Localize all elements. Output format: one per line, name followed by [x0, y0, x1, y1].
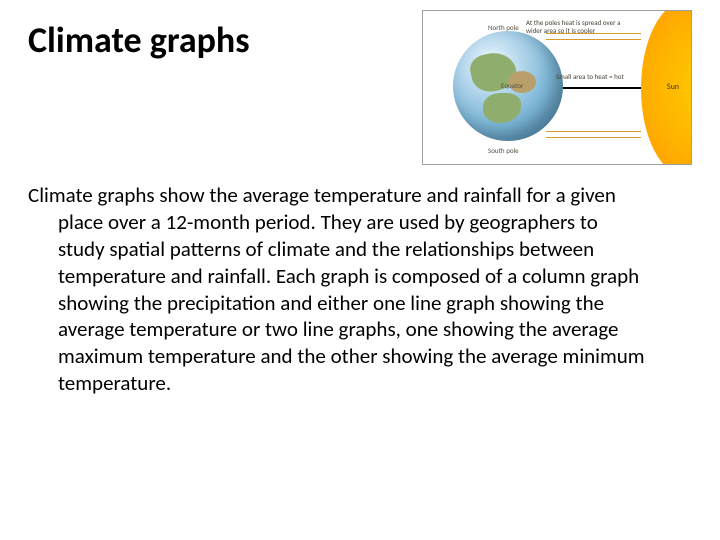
earth-sun-diagram: North pole Equator South pole At the pol…: [422, 10, 692, 165]
equator-label: Equator: [501, 81, 523, 90]
sun-ray-equator: [556, 87, 641, 89]
sun-ray: [546, 131, 641, 132]
sun-ray: [546, 39, 641, 40]
poles-caption: At the poles heat is spread over a wider…: [526, 19, 636, 34]
body-paragraph: Climate graphs show the average temperat…: [28, 182, 648, 397]
north-pole-label: North pole: [488, 23, 519, 32]
landmass: [483, 93, 521, 123]
south-pole-label: South pole: [488, 146, 519, 155]
sun-label: Sun: [667, 83, 679, 92]
sun-ray: [546, 137, 641, 138]
equator-caption: Small area to heat = hot: [556, 73, 636, 81]
